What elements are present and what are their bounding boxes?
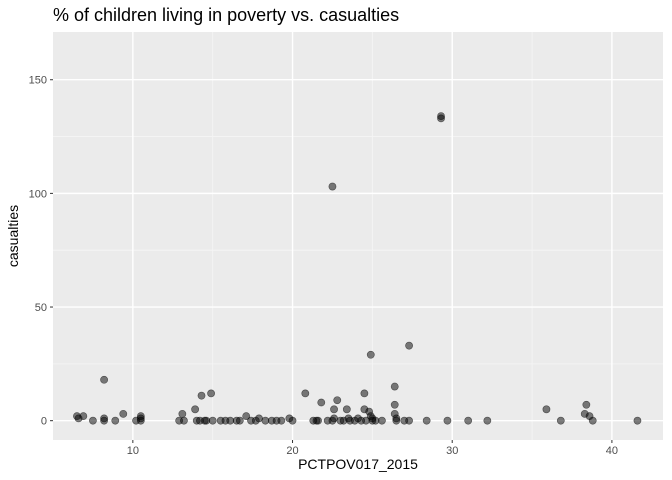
scatter-point bbox=[79, 412, 88, 421]
scatter-point bbox=[588, 416, 597, 425]
x-axis-title: PCTPOV017_2015 bbox=[298, 456, 418, 472]
x-tick-label: 10 bbox=[127, 445, 139, 457]
scatter-point bbox=[342, 405, 351, 414]
data-points bbox=[73, 112, 642, 425]
x-tick-label: 40 bbox=[606, 445, 618, 457]
scatter-point bbox=[180, 416, 188, 425]
scatter-point bbox=[333, 396, 342, 405]
scatter-point bbox=[556, 416, 565, 425]
plot-panel bbox=[53, 32, 663, 440]
y-tick-label: 150 bbox=[29, 75, 47, 87]
scatter-point bbox=[242, 412, 251, 421]
scatter-point bbox=[111, 416, 120, 425]
scatter-point bbox=[89, 416, 97, 425]
scatter-point bbox=[392, 416, 401, 425]
x-axis-ticks: 10 20 30 40 bbox=[127, 440, 618, 457]
scatter-point bbox=[301, 389, 310, 398]
scatter-point bbox=[277, 416, 286, 425]
scatter-point bbox=[191, 405, 200, 414]
major-gridlines bbox=[53, 32, 663, 440]
scatter-point bbox=[443, 416, 452, 425]
scatter-point bbox=[390, 400, 399, 409]
y-tick-label: 100 bbox=[29, 188, 47, 200]
scatter-point bbox=[328, 182, 337, 191]
y-tick-label: 0 bbox=[41, 416, 47, 428]
scatter-point bbox=[178, 409, 187, 418]
scatter-point bbox=[633, 416, 642, 425]
scatter-point bbox=[317, 398, 326, 407]
scatter-point bbox=[330, 405, 338, 414]
x-tick-label: 20 bbox=[286, 445, 298, 457]
minor-gridlines bbox=[53, 32, 663, 440]
scatter-point bbox=[378, 416, 386, 425]
scatter-point bbox=[360, 389, 369, 398]
scatter-point bbox=[235, 416, 244, 425]
y-axis-ticks: 0 50 100 150 bbox=[29, 75, 53, 428]
scatter-point bbox=[100, 375, 108, 384]
scatter-point bbox=[207, 389, 215, 398]
chart-title: % of children living in poverty vs. casu… bbox=[53, 5, 399, 25]
scatter-point bbox=[405, 341, 413, 350]
scatter-point bbox=[366, 350, 375, 359]
x-tick-label: 30 bbox=[446, 445, 458, 457]
scatter-point bbox=[100, 416, 108, 425]
scatter-point bbox=[542, 405, 551, 414]
scatter-point bbox=[582, 400, 591, 409]
scatter-point bbox=[119, 409, 128, 418]
scatter-point bbox=[314, 416, 322, 425]
scatter-point bbox=[464, 416, 473, 425]
scatter-point bbox=[136, 416, 145, 425]
scatter-point bbox=[208, 416, 217, 425]
scatter-point bbox=[422, 416, 431, 425]
scatter-point bbox=[390, 382, 399, 391]
scatter-point bbox=[288, 416, 297, 425]
y-tick-label: 50 bbox=[35, 302, 47, 314]
y-axis-title: casualties bbox=[5, 205, 21, 267]
scatter-point bbox=[405, 416, 413, 425]
scatter-point bbox=[483, 416, 492, 425]
scatter-point bbox=[197, 391, 206, 400]
scatter-point bbox=[437, 114, 445, 123]
